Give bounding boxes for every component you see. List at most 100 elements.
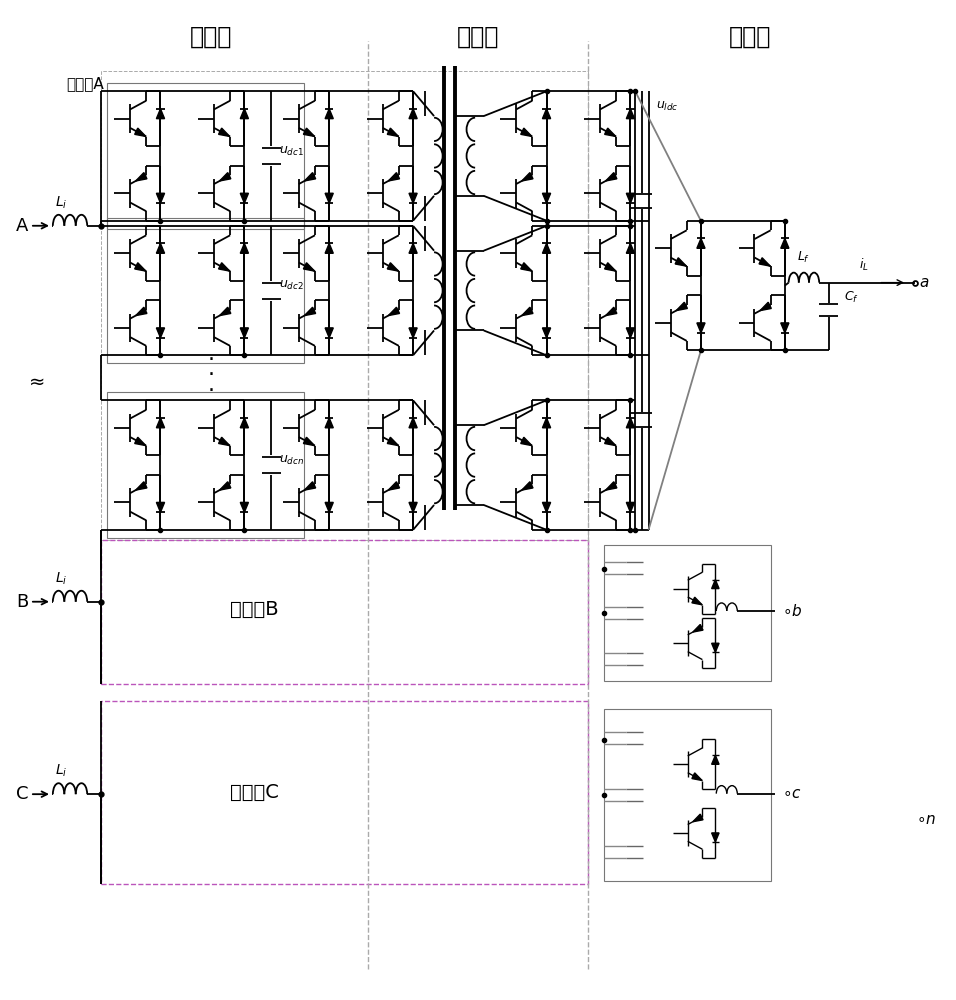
Polygon shape — [135, 437, 146, 446]
Bar — [100, 540, 588, 684]
Polygon shape — [542, 418, 551, 428]
Polygon shape — [136, 482, 147, 490]
Polygon shape — [521, 437, 532, 446]
Polygon shape — [388, 173, 400, 181]
Text: ≈: ≈ — [30, 373, 46, 392]
Polygon shape — [711, 643, 719, 652]
Polygon shape — [240, 502, 249, 512]
Text: $\circ n$: $\circ n$ — [917, 812, 937, 827]
Text: $u_{dc1}$: $u_{dc1}$ — [279, 144, 304, 158]
Polygon shape — [759, 258, 771, 266]
Polygon shape — [542, 243, 551, 253]
Text: $L_i$: $L_i$ — [55, 763, 68, 779]
Polygon shape — [388, 482, 400, 490]
Polygon shape — [711, 755, 719, 764]
Polygon shape — [219, 128, 229, 136]
Polygon shape — [240, 193, 249, 203]
Polygon shape — [303, 128, 315, 136]
Polygon shape — [387, 437, 399, 446]
Polygon shape — [522, 482, 533, 490]
Polygon shape — [409, 109, 417, 119]
Polygon shape — [626, 502, 635, 512]
Text: $i_L$: $i_L$ — [859, 257, 869, 273]
Polygon shape — [521, 263, 532, 271]
Bar — [107, 83, 304, 229]
Polygon shape — [240, 328, 249, 338]
Polygon shape — [220, 173, 230, 181]
Text: A: A — [16, 217, 29, 235]
Polygon shape — [542, 502, 551, 512]
Polygon shape — [157, 418, 164, 428]
Polygon shape — [157, 502, 164, 512]
Polygon shape — [626, 109, 635, 119]
Text: 高压级: 高压级 — [190, 24, 232, 48]
Bar — [107, 392, 304, 538]
Polygon shape — [542, 328, 551, 338]
Polygon shape — [220, 482, 230, 490]
Polygon shape — [304, 173, 315, 181]
Text: $u_{dc2}$: $u_{dc2}$ — [279, 279, 304, 292]
Polygon shape — [781, 238, 789, 248]
Bar — [604, 709, 771, 881]
Polygon shape — [711, 580, 719, 589]
Polygon shape — [522, 307, 533, 316]
Polygon shape — [157, 328, 164, 338]
Polygon shape — [626, 243, 635, 253]
Polygon shape — [606, 173, 617, 181]
Text: $u_{ldc}$: $u_{ldc}$ — [656, 100, 679, 113]
Bar — [107, 218, 304, 363]
Polygon shape — [240, 109, 249, 119]
Text: 子单元B: 子单元B — [229, 600, 278, 619]
Polygon shape — [220, 307, 230, 316]
Polygon shape — [676, 302, 687, 311]
Text: B: B — [16, 593, 29, 611]
Text: $\circ c$: $\circ c$ — [782, 786, 802, 801]
Text: $u_{dcn}$: $u_{dcn}$ — [279, 454, 304, 467]
Polygon shape — [604, 437, 616, 446]
Polygon shape — [542, 109, 551, 119]
Polygon shape — [157, 243, 164, 253]
Text: $\circ b$: $\circ b$ — [782, 603, 803, 619]
Polygon shape — [304, 482, 315, 490]
Polygon shape — [409, 328, 417, 338]
Polygon shape — [325, 502, 334, 512]
Text: 低压级: 低压级 — [728, 24, 771, 48]
Polygon shape — [325, 243, 334, 253]
Polygon shape — [303, 263, 315, 271]
Polygon shape — [387, 263, 399, 271]
Polygon shape — [409, 502, 417, 512]
Text: $a$: $a$ — [920, 275, 929, 290]
Polygon shape — [325, 193, 334, 203]
Polygon shape — [219, 263, 229, 271]
Text: C: C — [16, 785, 29, 803]
Polygon shape — [693, 814, 703, 822]
Polygon shape — [219, 437, 229, 446]
Text: ·
·
·: · · · — [207, 350, 214, 401]
Polygon shape — [157, 109, 164, 119]
Polygon shape — [135, 128, 146, 136]
Polygon shape — [606, 482, 617, 490]
Polygon shape — [626, 418, 635, 428]
Polygon shape — [542, 193, 551, 203]
Polygon shape — [157, 193, 164, 203]
Polygon shape — [325, 328, 334, 338]
Polygon shape — [711, 833, 719, 842]
Bar — [100, 71, 588, 540]
Polygon shape — [626, 193, 635, 203]
Polygon shape — [303, 437, 315, 446]
Polygon shape — [409, 193, 417, 203]
Bar — [100, 701, 588, 884]
Polygon shape — [522, 173, 533, 181]
Polygon shape — [604, 263, 616, 271]
Polygon shape — [626, 328, 635, 338]
Polygon shape — [409, 418, 417, 428]
Polygon shape — [325, 418, 334, 428]
Bar — [604, 545, 771, 681]
Text: $L_i$: $L_i$ — [55, 194, 68, 211]
Polygon shape — [136, 173, 147, 181]
Polygon shape — [409, 243, 417, 253]
Polygon shape — [388, 307, 400, 316]
Polygon shape — [675, 258, 686, 266]
Polygon shape — [692, 773, 702, 780]
Text: $L_f$: $L_f$ — [797, 250, 811, 265]
